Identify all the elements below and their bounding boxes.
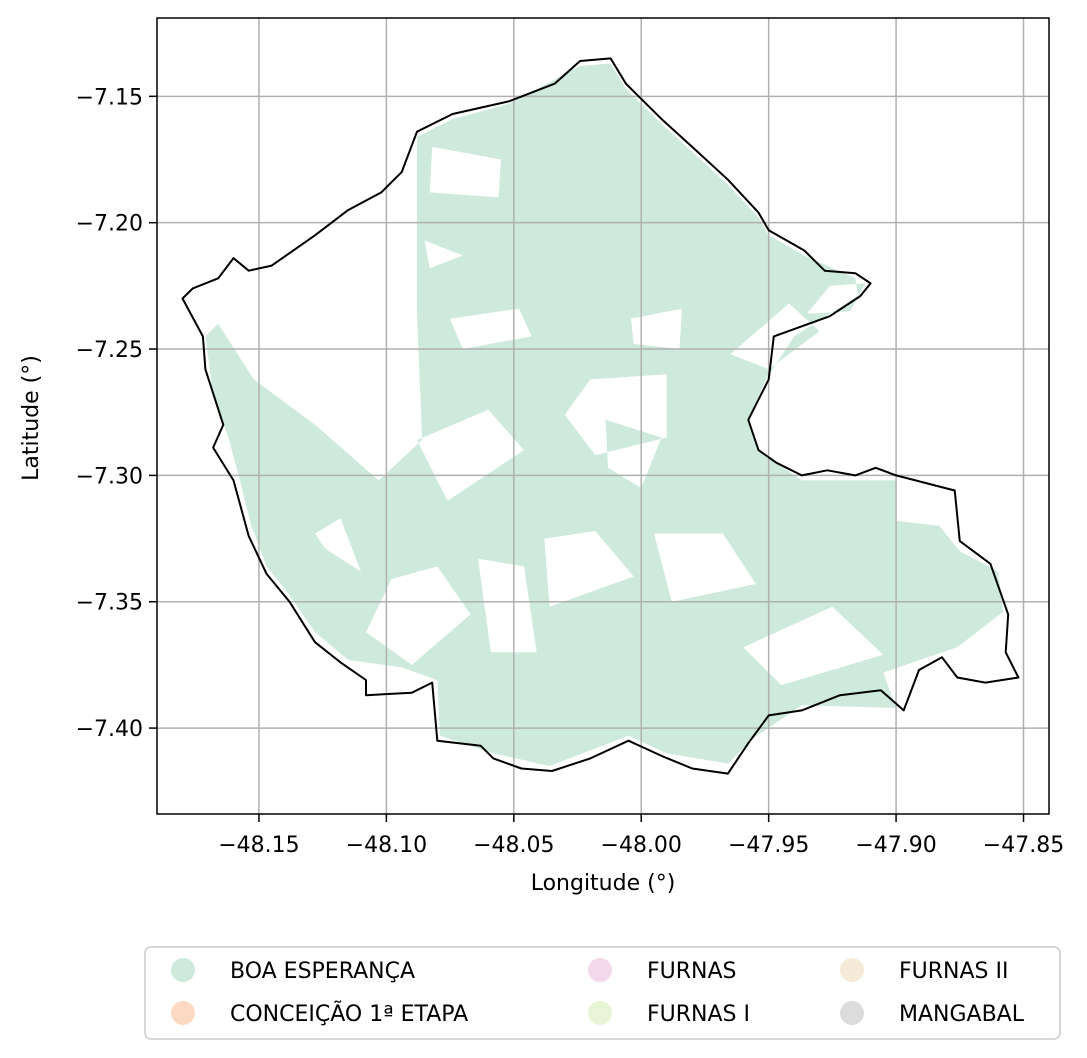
x-tick-label: −47.95 xyxy=(728,833,809,858)
x-tick-label: −47.85 xyxy=(983,833,1064,858)
grid xyxy=(157,18,1049,814)
y-tick-label: −7.15 xyxy=(76,85,143,110)
legend-marker xyxy=(171,1001,195,1025)
y-tick-label: −7.40 xyxy=(76,717,143,742)
y-tick-label: −7.20 xyxy=(76,212,143,237)
legend-marker xyxy=(588,958,612,982)
boa-esperanca-area xyxy=(205,63,1004,766)
legend-label: FURNAS II xyxy=(899,959,1008,984)
x-tick-label: −47.90 xyxy=(855,833,936,858)
municipality-boundary xyxy=(181,57,1020,775)
legend-marker xyxy=(171,958,195,982)
x-axis-ticks: −48.15 −48.10 −48.05 −48.00 −47.95 −47.90 −47.… xyxy=(218,814,1064,858)
x-tick-label: −48.15 xyxy=(218,833,299,858)
legend-marker xyxy=(840,958,864,982)
x-tick-label: −48.10 xyxy=(346,833,427,858)
y-axis-title: Latitude (°) xyxy=(19,355,44,481)
y-tick-label: −7.35 xyxy=(76,591,143,616)
x-tick-label: −48.05 xyxy=(473,833,554,858)
x-axis-title: Longitude (°) xyxy=(531,871,676,896)
y-tick-label: −7.30 xyxy=(76,464,143,489)
legend-label: FURNAS I xyxy=(647,1002,750,1027)
x-tick-label: −48.00 xyxy=(601,833,682,858)
legend-label: BOA ESPERANÇA xyxy=(230,959,415,984)
plot-frame xyxy=(156,17,1050,815)
legend: BOA ESPERANÇA CONCEIÇÃO 1ª ETAPA FURNAS FUR… xyxy=(144,946,1061,1040)
legend-marker xyxy=(588,1001,612,1025)
legend-label: FURNAS xyxy=(647,959,737,984)
legend-label: CONCEIÇÃO 1ª ETAPA xyxy=(230,1000,468,1027)
y-tick-label: −7.25 xyxy=(76,338,143,363)
map-plot-area xyxy=(157,18,1049,814)
y-axis-ticks: −7.15 −7.20 −7.25 −7.30 −7.35 −7.40 xyxy=(76,85,157,742)
legend-frame xyxy=(144,946,1061,1040)
legend-label: MANGABAL xyxy=(899,1002,1025,1027)
legend-marker xyxy=(840,1001,864,1025)
